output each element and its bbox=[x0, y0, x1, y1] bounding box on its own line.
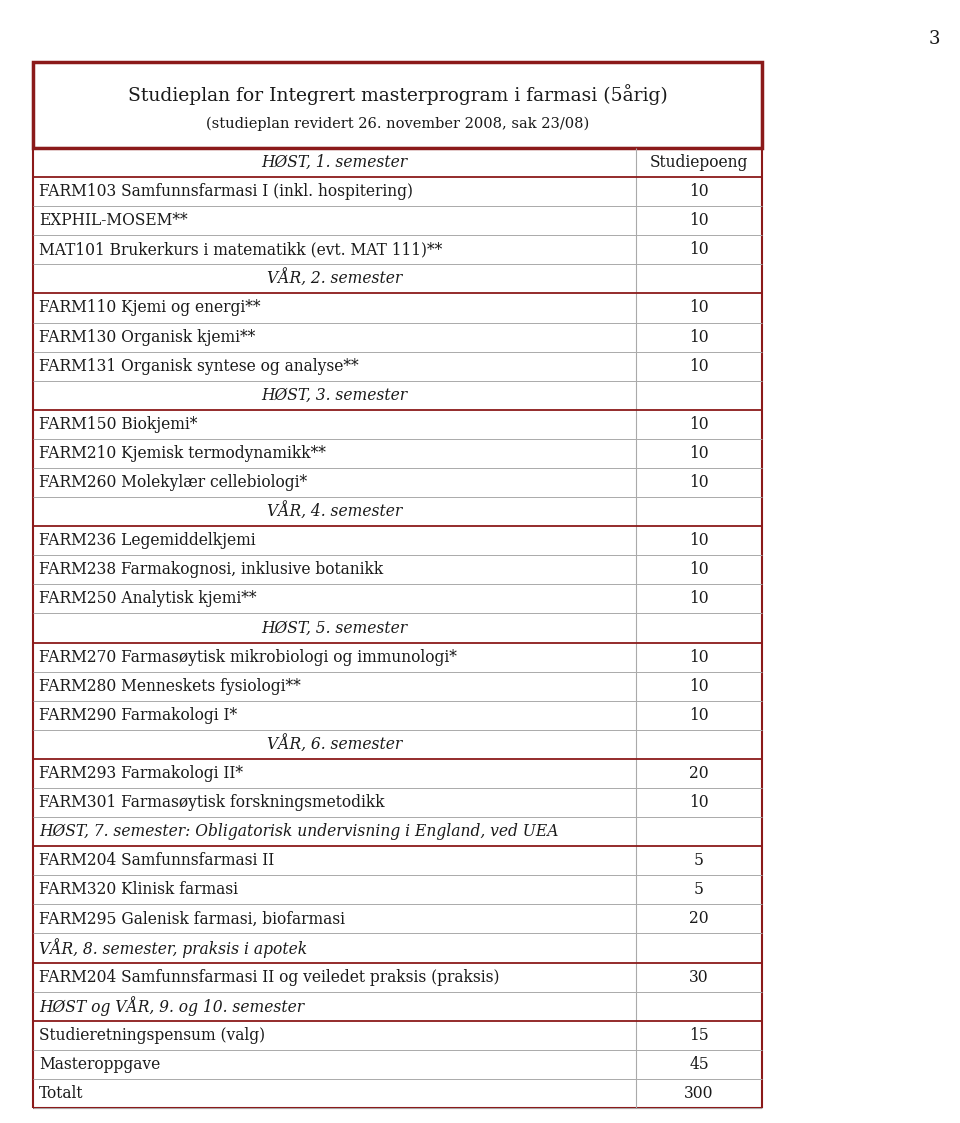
Text: 10: 10 bbox=[689, 241, 708, 258]
Text: HØST, 1. semester: HØST, 1. semester bbox=[261, 154, 408, 171]
Text: 10: 10 bbox=[689, 532, 708, 549]
Text: HØST og VÅR, 9. og 10. semester: HØST og VÅR, 9. og 10. semester bbox=[39, 996, 304, 1016]
Text: FARM150 Biokjemi*: FARM150 Biokjemi* bbox=[39, 416, 198, 432]
Text: 10: 10 bbox=[689, 300, 708, 317]
Text: Studieretningspensum (valg): Studieretningspensum (valg) bbox=[39, 1026, 265, 1043]
Text: FARM320 Klinisk farmasi: FARM320 Klinisk farmasi bbox=[39, 882, 238, 898]
Text: FARM131 Organisk syntese og analyse**: FARM131 Organisk syntese og analyse** bbox=[39, 358, 359, 375]
Text: 10: 10 bbox=[689, 212, 708, 229]
Text: FARM280 Menneskets fysiologi**: FARM280 Menneskets fysiologi** bbox=[39, 677, 300, 695]
Text: 5: 5 bbox=[694, 852, 704, 869]
Text: 10: 10 bbox=[689, 416, 708, 432]
Text: Totalt: Totalt bbox=[39, 1085, 84, 1102]
Text: FARM103 Samfunnsfarmasi I (inkl. hospitering): FARM103 Samfunnsfarmasi I (inkl. hospite… bbox=[39, 183, 413, 200]
Text: 5: 5 bbox=[694, 882, 704, 898]
Text: FARM301 Farmasøytisk forskningsmetodikk: FARM301 Farmasøytisk forskningsmetodikk bbox=[39, 794, 385, 811]
Text: FARM204 Samfunnsfarmasi II og veiledet praksis (praksis): FARM204 Samfunnsfarmasi II og veiledet p… bbox=[39, 969, 499, 986]
Text: (studieplan revidert 26. november 2008, sak 23/08): (studieplan revidert 26. november 2008, … bbox=[205, 117, 589, 131]
Text: HØST, 7. semester: Obligatorisk undervisning i England, ved UEA: HØST, 7. semester: Obligatorisk undervis… bbox=[39, 823, 559, 840]
Text: Studieplan for Integrert masterprogram i farmasi (5årig): Studieplan for Integrert masterprogram i… bbox=[128, 84, 667, 106]
Text: VÅR, 4. semester: VÅR, 4. semester bbox=[267, 503, 402, 521]
Text: VÅR, 6. semester: VÅR, 6. semester bbox=[267, 736, 402, 754]
Text: MAT101 Brukerkurs i matematikk (evt. MAT 111)**: MAT101 Brukerkurs i matematikk (evt. MAT… bbox=[39, 241, 443, 258]
Text: FARM204 Samfunnsfarmasi II: FARM204 Samfunnsfarmasi II bbox=[39, 852, 275, 869]
Bar bbox=[33, 62, 762, 148]
Text: 20: 20 bbox=[689, 911, 708, 928]
Text: 10: 10 bbox=[689, 445, 708, 462]
Text: 10: 10 bbox=[689, 329, 708, 346]
Text: FARM270 Farmasøytisk mikrobiologi og immunologi*: FARM270 Farmasøytisk mikrobiologi og imm… bbox=[39, 649, 457, 666]
Text: FARM236 Legemiddelkjemi: FARM236 Legemiddelkjemi bbox=[39, 532, 255, 549]
Text: Studiepoeng: Studiepoeng bbox=[650, 154, 748, 171]
Text: FARM260 Molekylær cellebiologi*: FARM260 Molekylær cellebiologi* bbox=[39, 474, 307, 491]
Text: 45: 45 bbox=[689, 1056, 708, 1072]
Text: 10: 10 bbox=[689, 677, 708, 695]
Text: Masteroppgave: Masteroppgave bbox=[39, 1056, 160, 1072]
Text: 10: 10 bbox=[689, 358, 708, 375]
Text: FARM110 Kjemi og energi**: FARM110 Kjemi og energi** bbox=[39, 300, 260, 317]
Text: 10: 10 bbox=[689, 562, 708, 578]
Text: 20: 20 bbox=[689, 765, 708, 782]
Text: FARM295 Galenisk farmasi, biofarmasi: FARM295 Galenisk farmasi, biofarmasi bbox=[39, 911, 345, 928]
Text: VÅR, 8. semester, praksis i apotek: VÅR, 8. semester, praksis i apotek bbox=[39, 938, 307, 958]
Text: FARM293 Farmakologi II*: FARM293 Farmakologi II* bbox=[39, 765, 243, 782]
Text: 10: 10 bbox=[689, 706, 708, 723]
Text: FARM290 Farmakologi I*: FARM290 Farmakologi I* bbox=[39, 706, 237, 723]
Text: 10: 10 bbox=[689, 591, 708, 608]
Text: 10: 10 bbox=[689, 649, 708, 666]
Text: 15: 15 bbox=[689, 1026, 708, 1043]
Text: VÅR, 2. semester: VÅR, 2. semester bbox=[267, 270, 402, 287]
Text: HØST, 3. semester: HØST, 3. semester bbox=[261, 386, 408, 404]
Text: 10: 10 bbox=[689, 474, 708, 491]
Text: 3: 3 bbox=[928, 30, 940, 48]
Text: 30: 30 bbox=[689, 969, 708, 986]
Text: FARM210 Kjemisk termodynamikk**: FARM210 Kjemisk termodynamikk** bbox=[39, 445, 325, 462]
Text: 10: 10 bbox=[689, 183, 708, 200]
Text: HØST, 5. semester: HØST, 5. semester bbox=[261, 620, 408, 637]
Text: FARM130 Organisk kjemi**: FARM130 Organisk kjemi** bbox=[39, 329, 255, 346]
Text: 10: 10 bbox=[689, 794, 708, 811]
Text: FARM250 Analytisk kjemi**: FARM250 Analytisk kjemi** bbox=[39, 591, 256, 608]
Text: FARM238 Farmakognosi, inklusive botanikk: FARM238 Farmakognosi, inklusive botanikk bbox=[39, 562, 383, 578]
Text: 300: 300 bbox=[684, 1085, 713, 1102]
Text: EXPHIL-MOSEM**: EXPHIL-MOSEM** bbox=[39, 212, 187, 229]
